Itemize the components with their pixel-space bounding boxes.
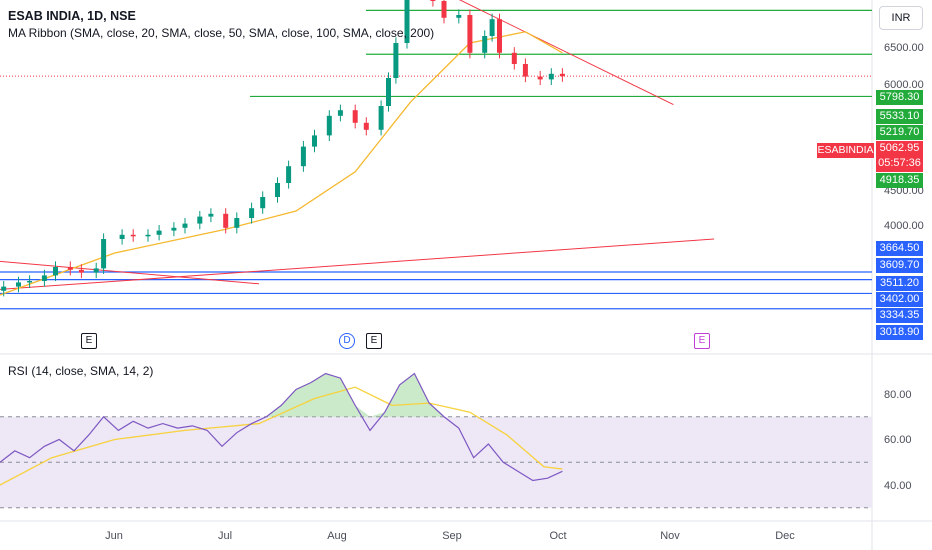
- candle-body: [53, 267, 58, 276]
- candle-body: [27, 281, 33, 283]
- candle-body: [67, 267, 73, 270]
- time-tick: Oct: [549, 530, 567, 542]
- candle-body: [300, 146, 306, 167]
- candle-body: [352, 110, 358, 123]
- level-tag: 3018.90: [876, 325, 923, 340]
- candle-body: [286, 166, 292, 183]
- candle-body: [93, 268, 99, 273]
- candle-body: [223, 213, 229, 228]
- ma-ribbon-legend: MA Ribbon (SMA, close, 20, SMA, close, 5…: [8, 26, 435, 40]
- time-tick: Aug: [327, 530, 347, 542]
- level-tag: 3334.35: [876, 308, 923, 323]
- future-earnings-marker[interactable]: E: [694, 333, 710, 349]
- candle-body: [41, 275, 47, 281]
- candle-body: [130, 234, 136, 237]
- candle-body: [363, 122, 369, 130]
- candle-body: [16, 282, 21, 287]
- level-tag: 5533.10: [876, 109, 923, 124]
- candle-body: [482, 36, 488, 53]
- rsi-line: [0, 372, 563, 482]
- candle-body: [511, 52, 517, 64]
- symbol-price-tag: ESABINDIA: [817, 143, 874, 158]
- candle-body: [275, 183, 280, 197]
- trendline: [0, 260, 260, 285]
- candle-body: [119, 234, 125, 239]
- candle-body: [404, 0, 410, 43]
- candle-body: [182, 223, 188, 228]
- time-tick: Jul: [217, 530, 233, 542]
- time-tick: Dec: [775, 530, 795, 542]
- candle-body: [208, 213, 214, 217]
- time-tick: Nov: [660, 530, 680, 542]
- candle-body: [234, 218, 240, 228]
- rsi-tick: 80.00: [884, 389, 912, 401]
- level-tag: 4918.35: [876, 173, 923, 188]
- price-tick: 6000.00: [884, 79, 924, 91]
- time-tick: Jun: [105, 530, 123, 542]
- candle-body: [522, 64, 528, 77]
- rsi-tick: 40.00: [884, 480, 912, 492]
- symbol-title: ESAB INDIA, 1D, NSE: [8, 9, 136, 23]
- candle-body: [101, 239, 107, 269]
- rsi-tick: 60.00: [884, 434, 912, 446]
- rsi-overbought-fill: [0, 373, 563, 417]
- candle-body: [78, 269, 84, 273]
- price-tick: 4500.00: [884, 185, 924, 197]
- candle-body: [260, 197, 266, 209]
- last-price-value: 5062.95: [879, 142, 920, 154]
- candle-body: [171, 227, 177, 231]
- trendline: [0, 238, 715, 290]
- rsi-legend: RSI (14, close, SMA, 14, 2): [8, 364, 154, 378]
- candle-body: [386, 78, 391, 106]
- candle-body: [456, 15, 462, 18]
- level-tag: 3664.50: [876, 241, 923, 256]
- level-tag: 3609.70: [876, 258, 923, 273]
- sma-line: [0, 31, 563, 296]
- candle-body: [430, 0, 436, 1]
- price-tick: 6500.00: [884, 42, 924, 54]
- price-tick: 4000.00: [884, 220, 924, 232]
- candle-body: [537, 76, 543, 80]
- candle-body: [467, 15, 473, 53]
- level-tag: 5219.70: [876, 125, 923, 140]
- candle-body: [145, 234, 151, 237]
- trendline: [458, 0, 674, 106]
- candle-body: [441, 0, 447, 18]
- rsi-ma-line: [0, 386, 563, 486]
- candle-body: [197, 216, 203, 224]
- level-tag: 5798.30: [876, 90, 923, 105]
- candle-body: [312, 135, 317, 147]
- candle-body: [559, 73, 565, 77]
- candle-body: [1, 286, 7, 291]
- candle-body: [326, 115, 332, 136]
- dividend-marker[interactable]: D: [339, 333, 355, 349]
- candle-body: [393, 43, 399, 78]
- candle-body: [156, 230, 162, 235]
- candle-body: [337, 110, 343, 116]
- candle-body: [249, 208, 255, 218]
- bar-countdown: 05:57:36: [878, 157, 921, 169]
- time-tick: Sep: [442, 530, 462, 542]
- candle-body: [497, 19, 502, 53]
- level-tag: 3402.00: [876, 292, 923, 307]
- earnings-marker[interactable]: E: [366, 333, 382, 349]
- candle-body: [548, 73, 554, 80]
- candle-body: [489, 19, 495, 36]
- candle-body: [378, 106, 384, 130]
- last-price-tag: 5062.95 05:57:36: [876, 141, 923, 172]
- currency-button[interactable]: INR: [879, 6, 923, 30]
- level-tag: 3511.20: [876, 276, 923, 291]
- earnings-marker[interactable]: E: [81, 333, 97, 349]
